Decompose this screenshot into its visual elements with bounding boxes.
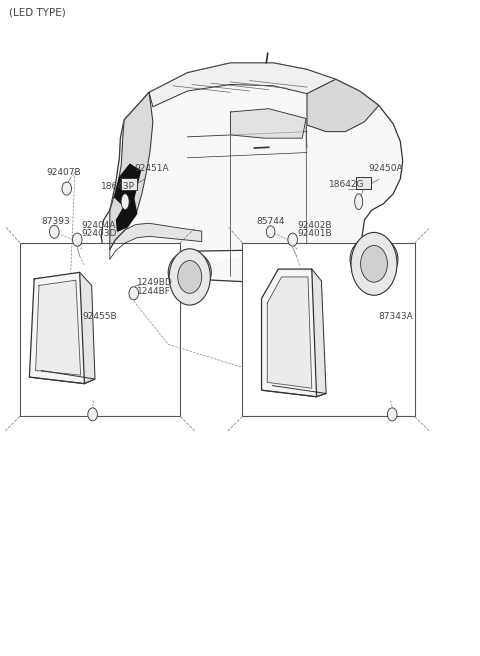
Ellipse shape xyxy=(121,194,129,209)
Text: 92404A: 92404A xyxy=(81,221,116,230)
Text: 87393: 87393 xyxy=(41,217,70,226)
Circle shape xyxy=(351,232,397,295)
Text: 1244BF: 1244BF xyxy=(137,287,171,296)
Polygon shape xyxy=(230,109,306,138)
Bar xyxy=(242,243,415,417)
Circle shape xyxy=(49,225,59,238)
Circle shape xyxy=(169,249,210,305)
Text: 92455B: 92455B xyxy=(82,312,117,321)
Text: 1249BD: 1249BD xyxy=(137,278,173,287)
Text: 92403D: 92403D xyxy=(81,229,117,237)
Polygon shape xyxy=(110,92,153,249)
Text: 92451A: 92451A xyxy=(135,164,169,173)
Text: 92402B: 92402B xyxy=(298,221,332,230)
Polygon shape xyxy=(307,79,379,132)
Text: 18643P: 18643P xyxy=(101,182,135,190)
Circle shape xyxy=(88,408,97,421)
Text: 92450A: 92450A xyxy=(368,164,403,173)
Polygon shape xyxy=(267,277,312,388)
Bar xyxy=(20,243,180,417)
Circle shape xyxy=(129,287,139,300)
Polygon shape xyxy=(115,165,141,205)
Circle shape xyxy=(72,233,82,246)
Polygon shape xyxy=(29,272,84,384)
Circle shape xyxy=(62,182,72,195)
Text: 92407B: 92407B xyxy=(46,169,81,177)
Polygon shape xyxy=(80,272,95,384)
Bar xyxy=(356,176,371,188)
Text: (LED TYPE): (LED TYPE) xyxy=(9,7,66,17)
Text: 87343A: 87343A xyxy=(379,312,414,321)
Polygon shape xyxy=(149,63,336,107)
Polygon shape xyxy=(312,269,326,397)
Circle shape xyxy=(387,408,397,421)
Polygon shape xyxy=(110,223,202,259)
Circle shape xyxy=(360,245,387,282)
Circle shape xyxy=(288,233,298,246)
Bar xyxy=(121,178,137,190)
Polygon shape xyxy=(101,63,403,282)
Text: 92401B: 92401B xyxy=(298,229,332,237)
Polygon shape xyxy=(29,371,95,384)
Circle shape xyxy=(266,226,275,237)
Circle shape xyxy=(178,260,202,293)
Ellipse shape xyxy=(355,194,363,209)
Polygon shape xyxy=(36,280,81,375)
Polygon shape xyxy=(262,269,317,397)
Polygon shape xyxy=(117,198,137,231)
Text: 85744: 85744 xyxy=(257,217,285,226)
Polygon shape xyxy=(262,386,326,397)
Text: 18642G: 18642G xyxy=(328,180,364,188)
